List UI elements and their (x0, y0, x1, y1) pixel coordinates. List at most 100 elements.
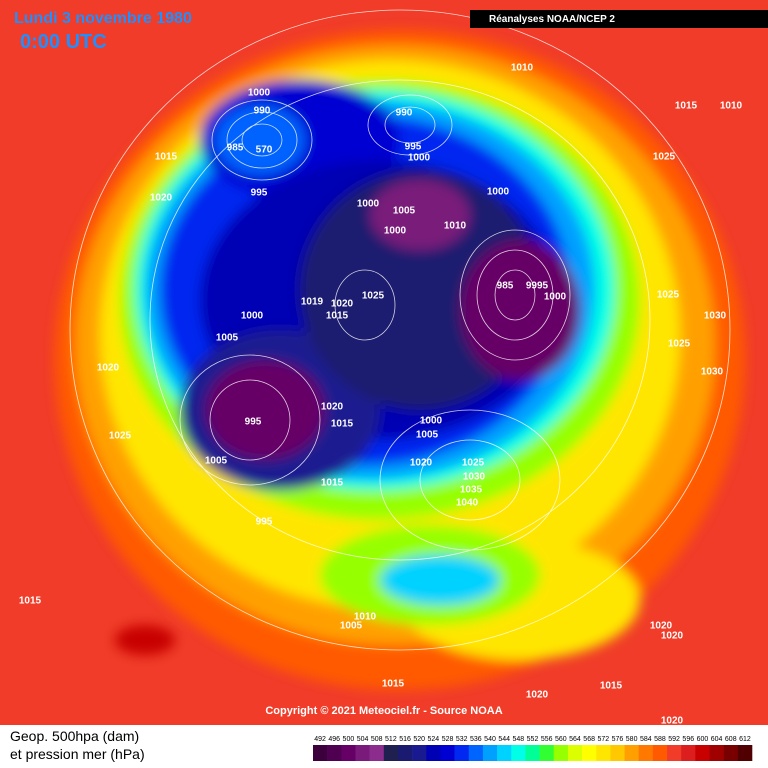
scale-label: 504 (357, 736, 369, 743)
isobars (69, 9, 731, 651)
isobar-label: 1005 (340, 621, 363, 632)
isobar-label: 1000 (408, 153, 431, 164)
scale-label: 544 (498, 736, 510, 743)
scale-swatch (525, 745, 540, 761)
scale-label: 512 (385, 736, 397, 743)
legend-line1: Geop. 500hpa (dam) (10, 728, 139, 744)
geopotential-field (55, 30, 745, 690)
isobar-label: 1020 (661, 716, 684, 727)
scale-label: 556 (541, 736, 553, 743)
scale-swatch (511, 745, 526, 761)
isobar-label: 1030 (463, 472, 486, 483)
isobar-label: 1025 (109, 431, 132, 442)
isobar-label: 990 (396, 108, 413, 119)
scale-label: 604 (711, 736, 723, 743)
scale-label: 520 (413, 736, 425, 743)
isobar-label: 1010 (720, 101, 743, 112)
isobar-label: 1000 (384, 226, 407, 237)
isobar-label: 1020 (97, 363, 120, 374)
scale-label: 496 (328, 736, 340, 743)
scale-label: 596 (682, 736, 694, 743)
scale-label: 560 (555, 736, 567, 743)
isobar-label: 1020 (410, 458, 433, 469)
isobar-label: 990 (254, 106, 271, 117)
isobar-label: 1010 (444, 221, 467, 232)
isobar-label: 1020 (150, 193, 173, 204)
isobar-label: 1020 (331, 299, 354, 310)
isobar-label: 1000 (357, 199, 380, 210)
isobar-label: 1000 (544, 292, 567, 303)
scale-swatch (667, 745, 682, 761)
isobar-label: 1015 (19, 596, 42, 607)
isobar-label: 1025 (462, 458, 485, 469)
isobar-label: 1005 (205, 456, 228, 467)
legend-line2: et pression mer (hPa) (10, 746, 145, 762)
scale-swatch (681, 745, 696, 761)
scale-swatch (341, 745, 356, 761)
scale-swatch (709, 745, 724, 761)
isobar-label: 1010 (511, 63, 534, 74)
scale-label: 580 (626, 736, 638, 743)
isobar-label: 1010 (354, 612, 377, 623)
scale-label: 568 (583, 736, 595, 743)
source-banner (470, 10, 768, 28)
scale-label: 508 (371, 736, 383, 743)
scale-swatch (369, 745, 385, 761)
isobar-label: 1020 (321, 402, 344, 413)
isobar-label: 1020 (661, 631, 684, 642)
isobar-label: 9995 (526, 281, 549, 292)
isobar-label: 1019 (301, 297, 324, 308)
isobar-label: 1030 (701, 367, 724, 378)
scale-swatch (567, 745, 583, 761)
isobar-label: 995 (245, 417, 262, 428)
color-scale: 492 496 500 504 508 512 516 520 524 528 532 536 540 5… (313, 736, 753, 761)
scale-swatch (454, 745, 470, 761)
copyright: Copyright © 2021 Meteociel.fr - Source N… (265, 705, 502, 717)
scale-label: 536 (470, 736, 482, 743)
scale-swatch (596, 745, 611, 761)
isobar-label: 1015 (326, 311, 349, 322)
isobar-label: 995 (256, 517, 273, 528)
scale-swatch (723, 745, 739, 761)
isobar-label: 1020 (650, 621, 673, 632)
scale-swatch (695, 745, 710, 761)
isobar-label: 1030 (704, 311, 727, 322)
scale-swatch (426, 745, 441, 761)
scale-swatch (313, 745, 328, 761)
isobar-label: 1025 (657, 290, 680, 301)
isobar-label: 1005 (216, 333, 239, 344)
scale-swatch (355, 745, 370, 761)
scale-swatch (610, 745, 625, 761)
scale-swatch (497, 745, 512, 761)
isobar-label: 1025 (653, 152, 676, 163)
isobar-label: 1005 (416, 430, 439, 441)
scale-label: 524 (428, 736, 440, 743)
scale-label: 516 (399, 736, 411, 743)
scale-swatch (440, 745, 455, 761)
scale-label: 552 (527, 736, 539, 743)
isobar-label: 1025 (362, 291, 385, 302)
scale-label: 608 (725, 736, 737, 743)
scale-swatch (327, 745, 342, 761)
scale-label: 532 (456, 736, 468, 743)
scale-label: 576 (612, 736, 624, 743)
scale-label: 592 (668, 736, 680, 743)
scale-swatch (652, 745, 668, 761)
time: 0:00 UTC (20, 31, 107, 53)
scale-swatch (539, 745, 555, 761)
legend: Geop. 500hpa (dam) et pression mer (hPa)… (10, 728, 753, 762)
scale-label: 588 (654, 736, 666, 743)
scale-swatch (397, 745, 413, 761)
isobar-label: 995 (251, 188, 268, 199)
isobar-label: 995 (405, 142, 422, 153)
isobar-label: 1015 (321, 478, 344, 489)
isobar-label: 1025 (668, 339, 691, 350)
scale-label: 600 (697, 736, 709, 743)
scale-swatch (412, 745, 427, 761)
isobar-label: 1000 (248, 88, 271, 99)
scale-swatch (737, 745, 753, 761)
isobar-label: 985 (497, 281, 514, 292)
